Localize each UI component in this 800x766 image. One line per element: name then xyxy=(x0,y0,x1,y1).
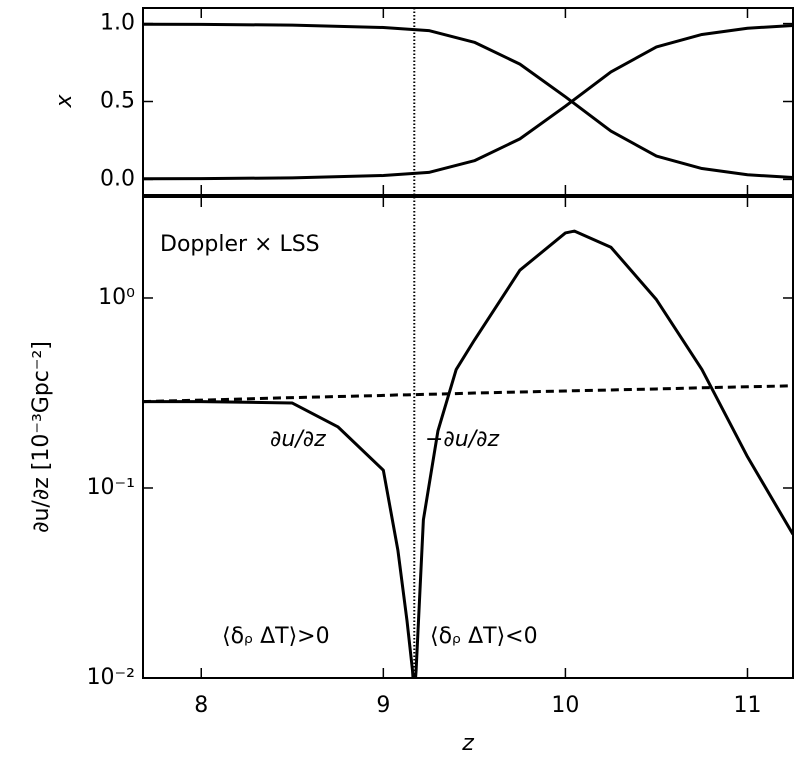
y-tick-label: 10⁻¹ xyxy=(87,475,135,500)
y-tick-label: 0.0 xyxy=(100,166,135,191)
y-tick-label: 10⁻² xyxy=(87,665,135,690)
x-tick-label: 11 xyxy=(733,693,761,718)
x-tick-label: 9 xyxy=(376,693,390,718)
annotation: ⟨δᵨ ΔT⟩>0 xyxy=(222,624,330,649)
series-line xyxy=(143,384,793,404)
series-line xyxy=(143,22,793,180)
series-line xyxy=(143,229,793,678)
y-axis-label: x xyxy=(52,94,77,109)
y-tick-label: 1.0 xyxy=(100,11,135,36)
plot-area xyxy=(143,8,793,195)
y-tick-label: 10⁰ xyxy=(98,285,135,310)
x-tick-label: 8 xyxy=(194,693,208,718)
series-line xyxy=(143,23,793,181)
y-tick-label: 0.5 xyxy=(100,89,135,114)
annotation: ∂u/∂z xyxy=(270,427,326,452)
annotation: ⟨δᵨ ΔT⟩<0 xyxy=(430,624,538,649)
plot-area xyxy=(143,197,793,678)
x-axis-label: z xyxy=(461,731,474,756)
y-axis-label: ∂u/∂z [10⁻³Gpc⁻²] xyxy=(29,341,54,533)
x-tick-label: 10 xyxy=(551,693,579,718)
plot-frame xyxy=(142,196,794,679)
annotation: Doppler × LSS xyxy=(160,232,320,257)
